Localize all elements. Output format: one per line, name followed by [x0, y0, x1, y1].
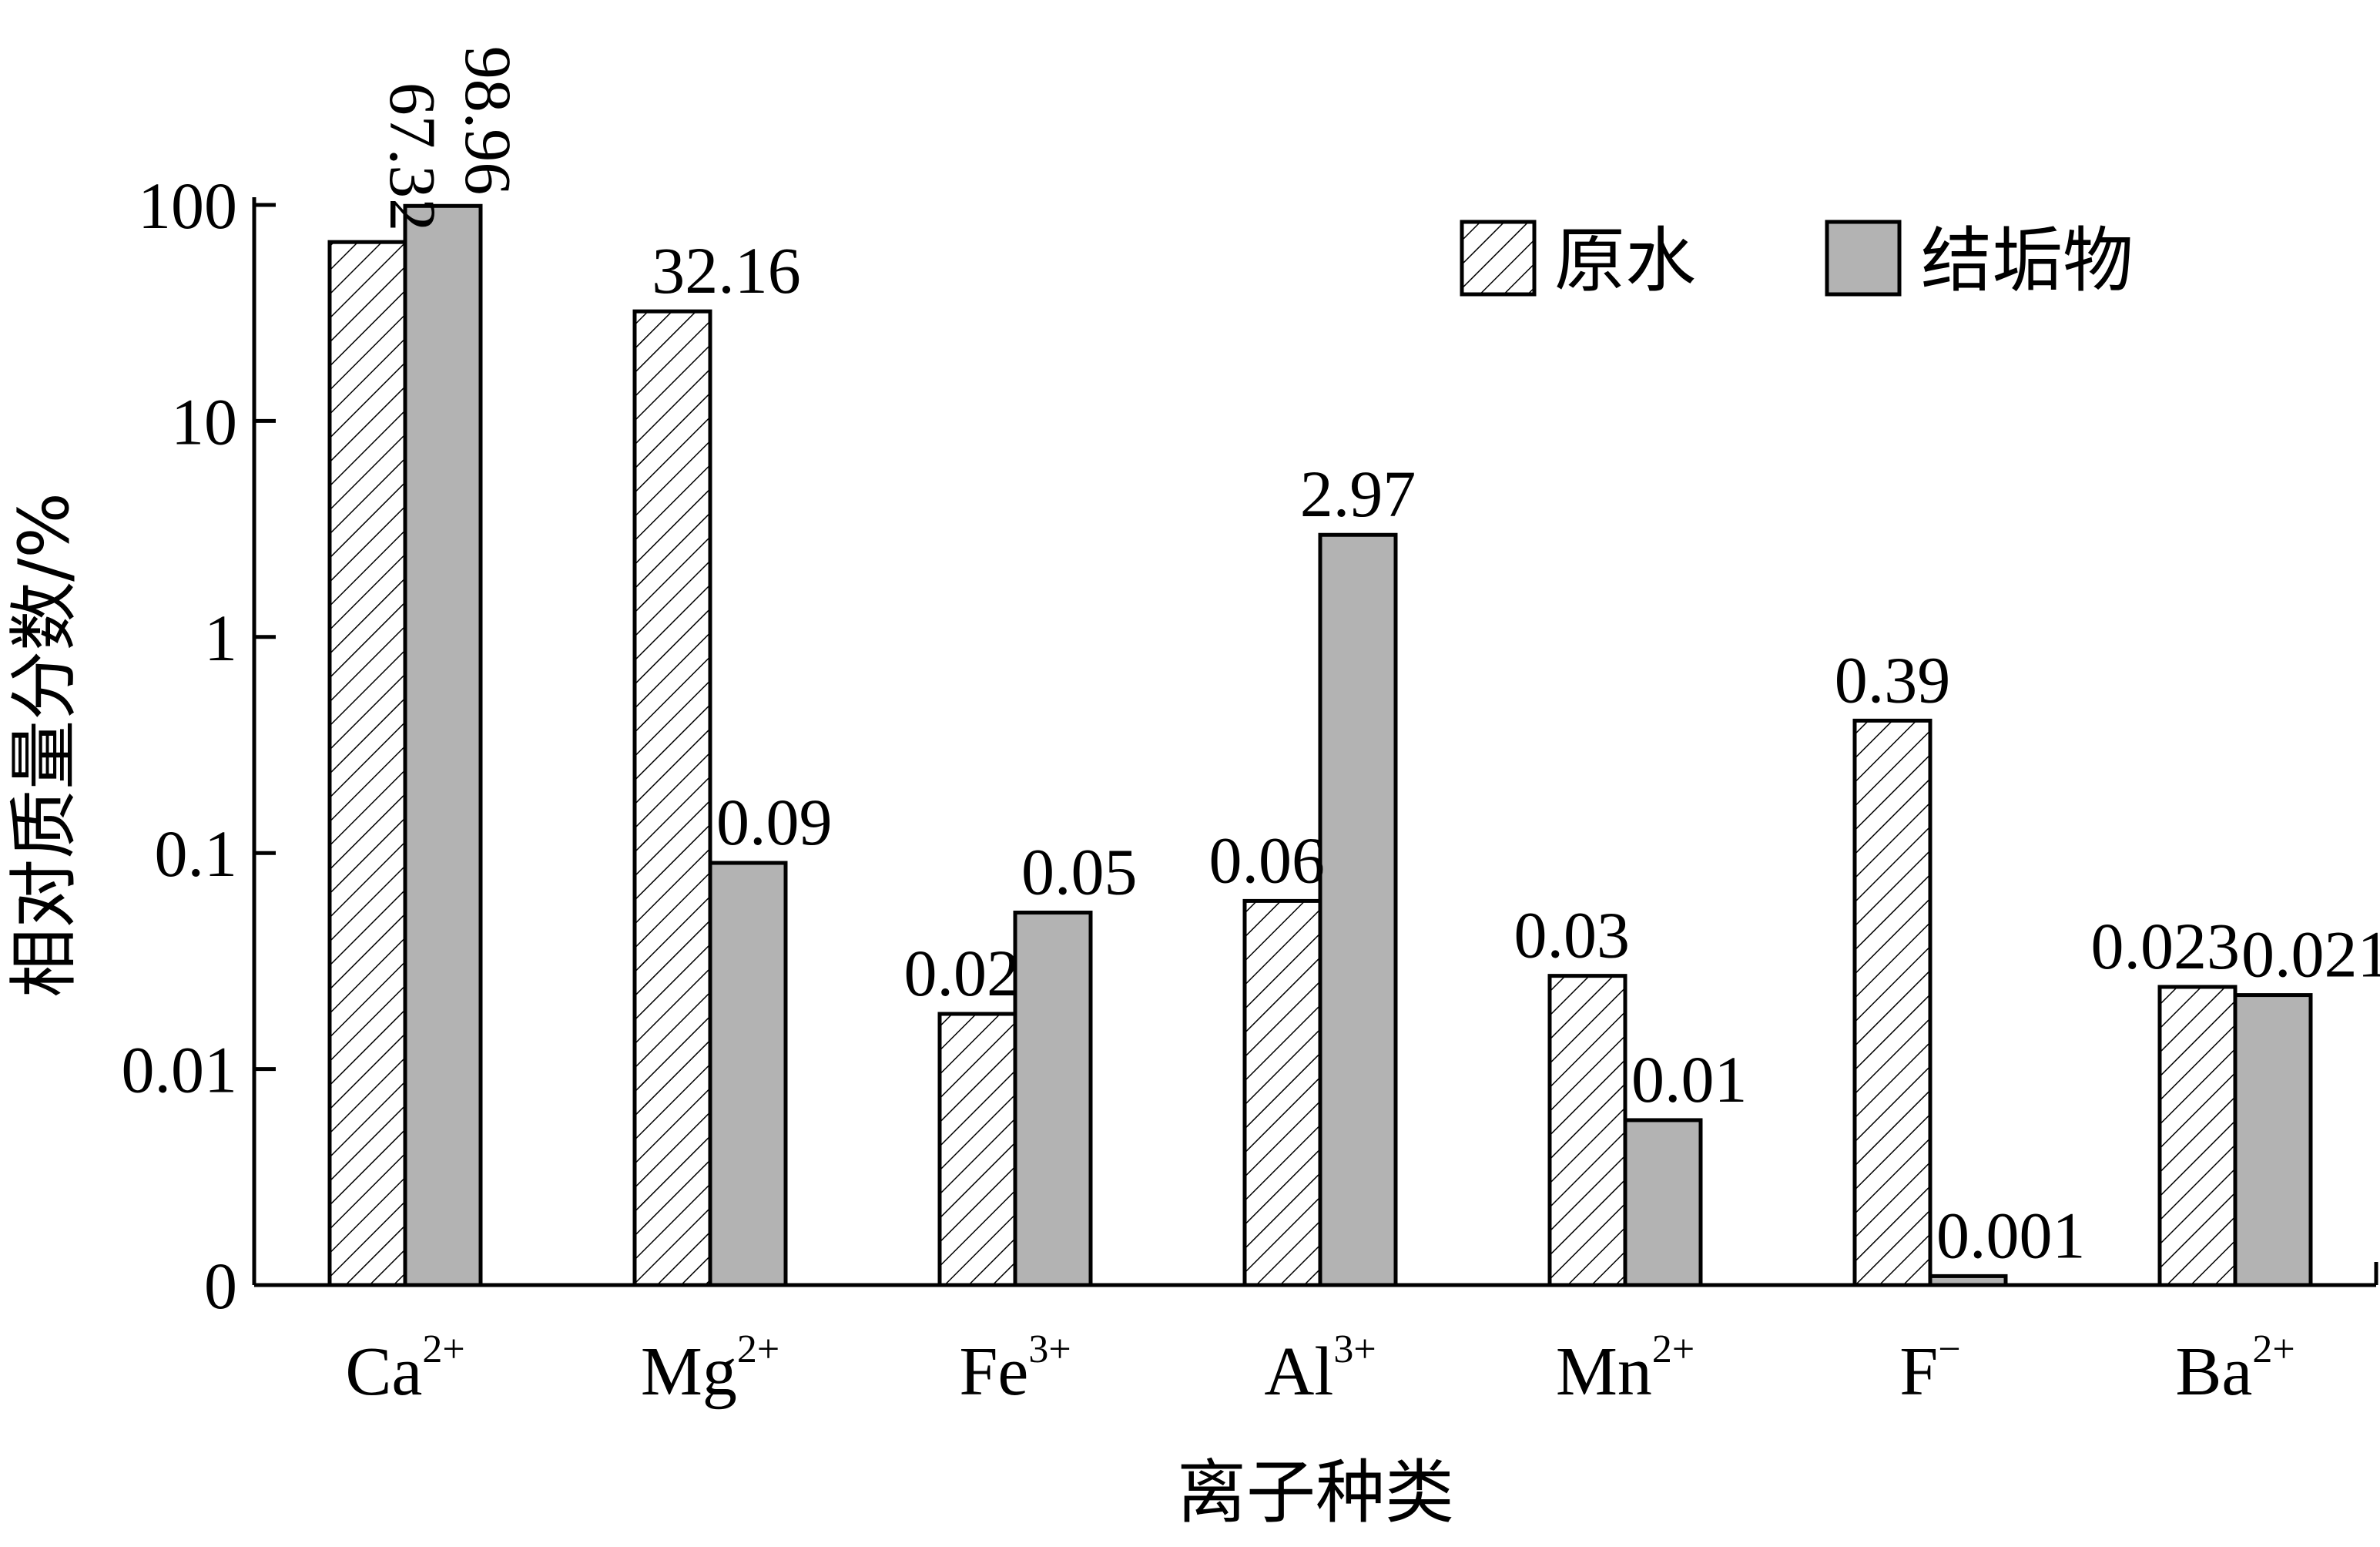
- legend-label: 原水: [1554, 220, 1696, 302]
- x-tick-label: Al3+: [1264, 1327, 1376, 1410]
- data-label: 0.05: [1021, 835, 1138, 909]
- y-tick-label: 10: [171, 384, 237, 458]
- y-tick-label: 1: [204, 601, 237, 675]
- data-label: 0.02: [904, 936, 1021, 1010]
- bar-raw-water-f: [1852, 718, 1932, 1287]
- bar-raw-water-fe: [937, 1012, 1017, 1287]
- data-label: 0.023: [2091, 909, 2241, 983]
- axes: 0 0.01 0.1 1 10 100 相对质量分数/% 离子种类 Ca2+ Mg2+ Fe3+ Al…: [4, 169, 2378, 1533]
- x-tick-label: F−: [1899, 1327, 1960, 1410]
- data-label: 32.16: [652, 233, 801, 307]
- x-tick-label: Mn2+: [1556, 1327, 1694, 1410]
- data-label: 0.001: [1936, 1198, 2086, 1272]
- bar-raw-water-al: [1242, 898, 1322, 1287]
- bar-scale-al: [1318, 532, 1398, 1287]
- x-tick-label: Fe3+: [959, 1327, 1071, 1410]
- data-label: 0.021: [2241, 918, 2380, 992]
- data-label: 0.03: [1514, 898, 1631, 972]
- bar-scale-mg: [708, 861, 788, 1287]
- bar-scale-f: [1928, 1274, 2008, 1287]
- y-tick-label: 100: [138, 169, 237, 243]
- x-tick-label: Mg2+: [641, 1327, 779, 1410]
- data-label: 2.97: [1300, 457, 1416, 531]
- data-label: 67.32: [376, 82, 450, 232]
- bar-scale-fe: [1013, 911, 1093, 1287]
- bar-raw-water-ca: [327, 240, 407, 1287]
- data-label: 0.06: [1209, 823, 1326, 897]
- y-tick-label: 0: [204, 1249, 237, 1323]
- x-tick-label: Ca2+: [345, 1327, 464, 1410]
- x-axis-title: 离子种类: [1177, 1452, 1454, 1533]
- y-tick-label: 0.1: [155, 817, 238, 891]
- data-label: 0.01: [1631, 1042, 1748, 1116]
- bar-raw-water-mn: [1547, 974, 1627, 1287]
- bars: [327, 203, 2313, 1287]
- bar-raw-water-mg: [632, 309, 712, 1287]
- legend: 原水 结垢物: [1460, 220, 2134, 302]
- bar-scale-mn: [1623, 1118, 1703, 1287]
- x-tick-label: Ba2+: [2175, 1327, 2295, 1410]
- bar-scale-ca: [403, 203, 483, 1287]
- legend-swatch: [1825, 220, 1902, 297]
- data-label: 98.96: [451, 46, 525, 196]
- legend-label: 结垢物: [1921, 220, 2134, 302]
- bar-scale-ba: [2233, 993, 2313, 1287]
- bar-raw-water-ba: [2157, 985, 2238, 1287]
- data-label: 0.39: [1835, 643, 1951, 716]
- y-tick-label: 0.01: [122, 1033, 238, 1107]
- y-axis-title: 相对质量分数/%: [4, 492, 85, 998]
- data-label: 0.09: [716, 785, 833, 859]
- legend-swatch: [1460, 220, 1537, 297]
